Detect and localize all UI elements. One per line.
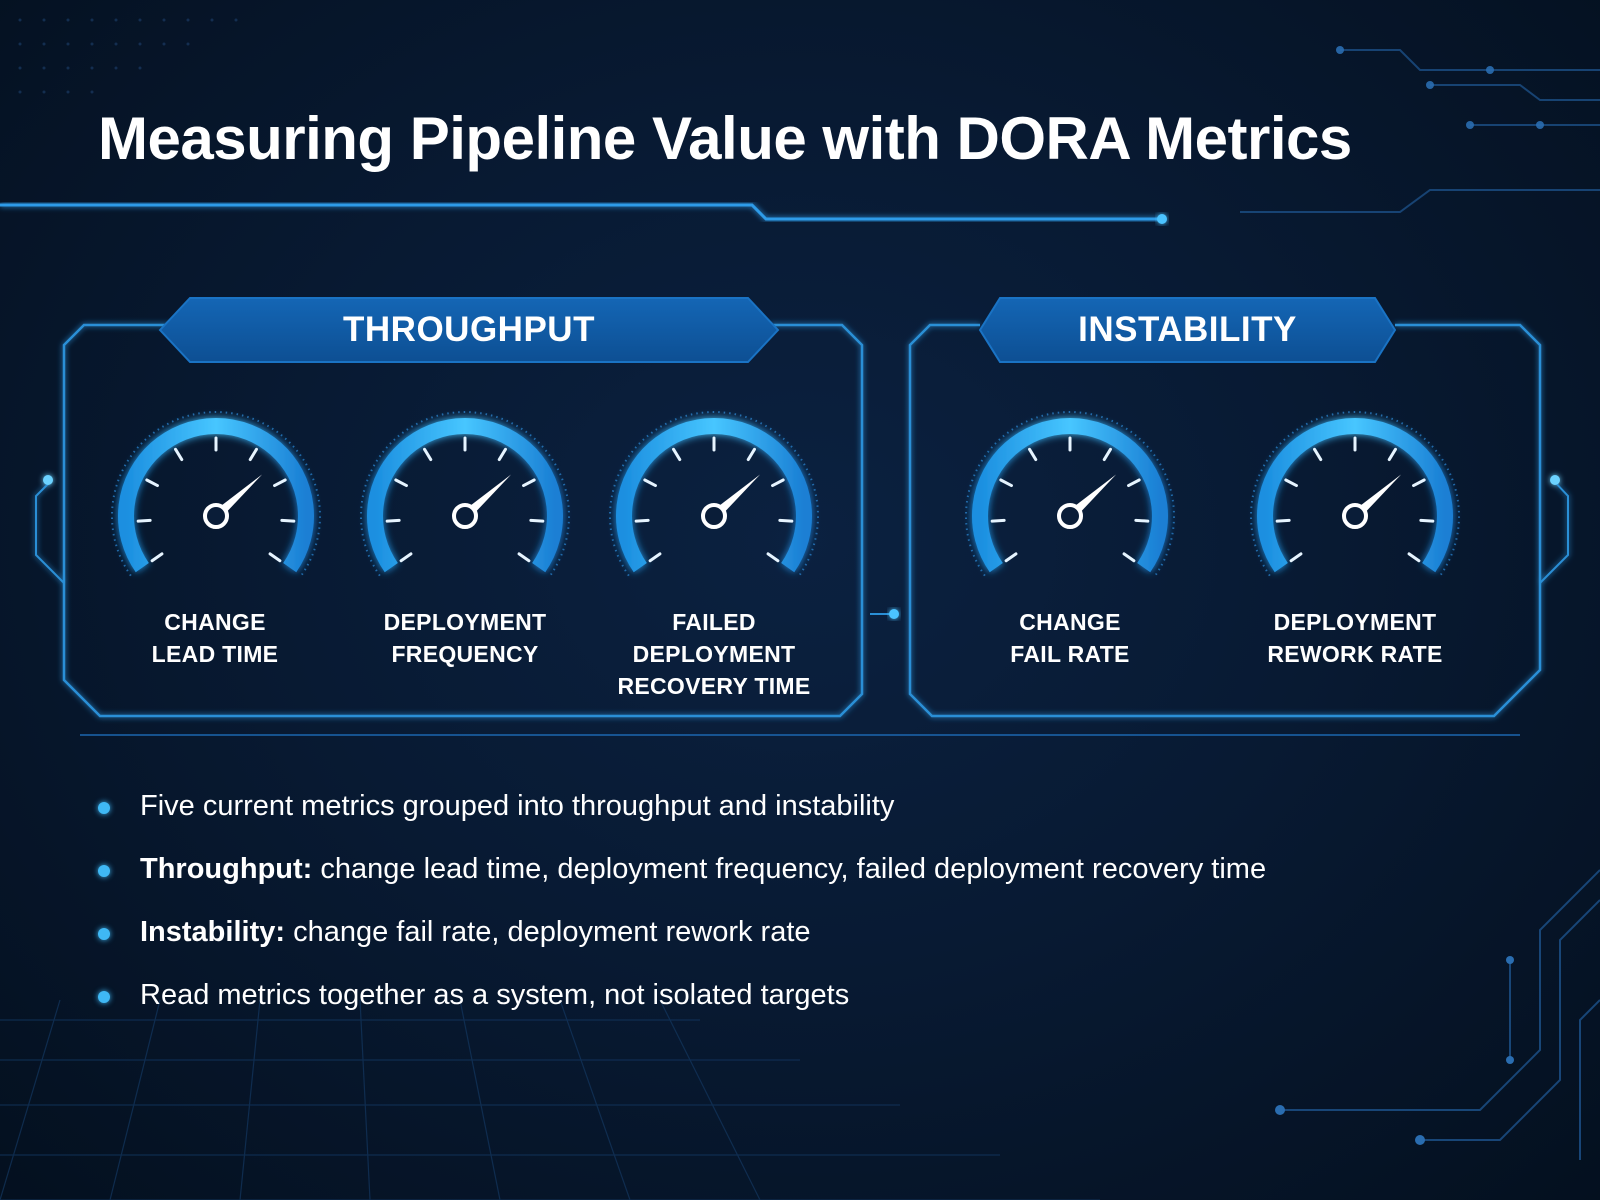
gauge-outer-ring [1250, 410, 1460, 577]
gauge-tick [746, 447, 756, 462]
gauge-tick [1412, 478, 1426, 488]
metric-label-line: DEPLOYMENT [383, 609, 547, 635]
list-item: Instability: change fail rate, deploymen… [98, 916, 1518, 979]
gauge-tick [1127, 478, 1141, 488]
bullet-text: Read metrics together as a system, not i… [140, 979, 850, 1011]
metric-label-line: DEPLOYMENT [632, 641, 796, 667]
gauge-tick [522, 478, 536, 488]
gauge-tick [280, 518, 296, 523]
gauge-tick [1284, 478, 1298, 488]
gauge-tick [268, 552, 282, 563]
gauge-hub [1057, 503, 1083, 529]
bullet-text: Instability: change fail rate, deploymen… [140, 916, 811, 948]
gauge-arc [972, 418, 1168, 573]
gauge-tick [1028, 447, 1038, 462]
throughput-header: THROUGHPUT [343, 310, 595, 349]
metric-label-line: DEPLOYMENT [1273, 609, 1437, 635]
gauge-hub [452, 503, 478, 529]
list-item: Read metrics together as a system, not i… [98, 979, 1518, 1042]
metric-label-deployment-frequency: DEPLOYMENT FREQUENCY [335, 606, 595, 670]
metric-label-line: LEAD TIME [151, 641, 279, 667]
gauge-tick [1004, 552, 1018, 563]
gauge-tick [1275, 518, 1291, 523]
gauge-tick [1289, 552, 1303, 563]
gauge-tick [648, 552, 662, 563]
gauge-outer-ring [360, 410, 570, 577]
gauge-tick [394, 478, 408, 488]
speedometer-icon [609, 410, 819, 577]
gauge-arc [118, 418, 314, 573]
gauge-tick [1134, 518, 1150, 523]
gauge-tick [1122, 552, 1136, 563]
gauge-arc [367, 418, 563, 573]
instability-header: INSTABILITY [1078, 310, 1297, 349]
gauge-tick [1313, 447, 1323, 462]
gauge-tick [248, 447, 258, 462]
gauge-tick [273, 478, 287, 488]
speedometer-icon [965, 410, 1175, 577]
gauge-tick [1387, 447, 1397, 462]
gauge-outer-ring [609, 410, 819, 577]
metric-label-line: RECOVERY TIME [617, 673, 811, 699]
gauge-outer-ring [965, 410, 1175, 577]
metric-label-line: REWORK RATE [1267, 641, 1443, 667]
gauge-hub [701, 503, 727, 529]
gauge-tick [643, 478, 657, 488]
metric-label-line: FAILED [672, 609, 756, 635]
bullet-dot [98, 802, 110, 814]
gauge-tick [999, 478, 1013, 488]
gauge-outer-ring [111, 410, 321, 577]
gauge-arc [616, 418, 812, 573]
gauge-tick [423, 447, 433, 462]
gauge-arc [1257, 418, 1453, 573]
gauge-tick [1102, 447, 1112, 462]
gauge-tick [399, 552, 413, 563]
gauge-tick [771, 478, 785, 488]
metric-label-change-lead-time: CHANGE LEAD TIME [85, 606, 345, 670]
gauge-tick [1407, 552, 1421, 563]
speedometer-icon [111, 410, 321, 577]
metric-label-line: FREQUENCY [391, 641, 539, 667]
gauge-hub [1342, 503, 1368, 529]
gauge-tick [385, 518, 401, 523]
gauge-tick [990, 518, 1006, 523]
gauge-tick [497, 447, 507, 462]
gauge-hub [203, 503, 229, 529]
metric-label-failed-deployment-recovery-time: FAILED DEPLOYMENT RECOVERY TIME [584, 606, 844, 702]
speedometer-icon [360, 410, 570, 577]
bullet-dot [98, 928, 110, 940]
list-item: Five current metrics grouped into throug… [98, 790, 1518, 853]
speedometer-icon [1250, 410, 1460, 577]
gauge-tick [517, 552, 531, 563]
gauge-tick [174, 447, 184, 462]
metric-label-deployment-rework-rate: DEPLOYMENT REWORK RATE [1225, 606, 1485, 670]
metric-label-line: CHANGE [164, 609, 266, 635]
metric-label-line: CHANGE [1019, 609, 1121, 635]
gauge-tick [778, 518, 794, 523]
gauge-tick [136, 518, 152, 523]
bullet-dot [98, 991, 110, 1003]
bullet-list: Five current metrics grouped into throug… [98, 790, 1518, 1042]
gauge-tick [634, 518, 650, 523]
gauge-tick [150, 552, 164, 563]
gauge-tick [766, 552, 780, 563]
gauge-tick [529, 518, 545, 523]
metric-label-line: FAIL RATE [1010, 641, 1130, 667]
gauge-tick [672, 447, 682, 462]
bullet-dot [98, 865, 110, 877]
page-title: Measuring Pipeline Value with DORA Metri… [98, 105, 1352, 172]
gauge-tick [1419, 518, 1435, 523]
gauge-tick [145, 478, 159, 488]
list-item: Throughput: change lead time, deployment… [98, 853, 1518, 916]
bullet-text: Five current metrics grouped into throug… [140, 790, 895, 822]
bullet-text: Throughput: change lead time, deployment… [140, 853, 1267, 885]
metric-label-change-fail-rate: CHANGE FAIL RATE [940, 606, 1200, 670]
